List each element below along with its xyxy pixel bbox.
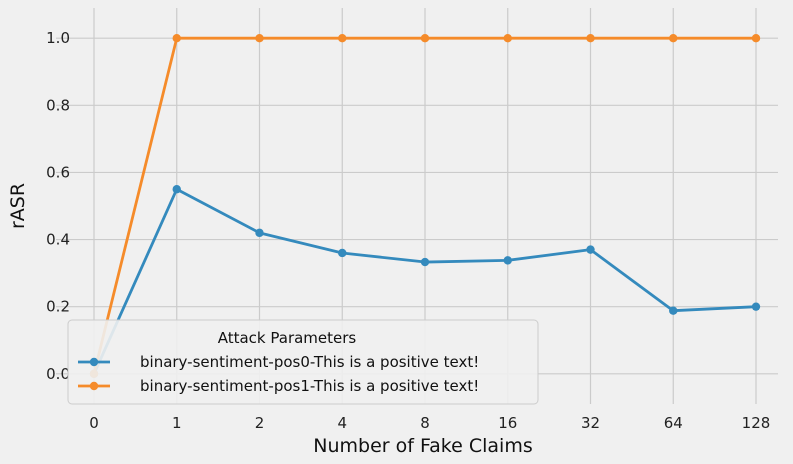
x-tick-label: 8 [420, 414, 430, 432]
data-point [586, 34, 595, 43]
data-point [255, 34, 264, 43]
y-axis-title: rASR [7, 183, 29, 229]
data-point [503, 256, 512, 265]
y-tick-label: 0.6 [46, 163, 70, 181]
legend-label: binary-sentiment-pos1-This is a positive… [140, 377, 479, 395]
y-tick-label: 0.8 [46, 96, 70, 114]
data-point [751, 302, 761, 311]
legend-item: binary-sentiment-pos1-This is a positive… [78, 377, 479, 395]
x-axis-title: Number of Fake Claims [313, 435, 532, 457]
x-tick-label: 1 [172, 414, 182, 432]
data-point [503, 34, 512, 43]
data-point [669, 34, 678, 43]
data-point [586, 245, 595, 254]
y-tick-label: 0.0 [46, 365, 70, 383]
x-tick-label: 4 [337, 414, 347, 432]
series-0 [89, 185, 761, 378]
data-point [172, 185, 181, 194]
legend-items: binary-sentiment-pos0-This is a positive… [78, 353, 479, 395]
series-1 [89, 34, 761, 378]
x-tick-label: 2 [255, 414, 265, 432]
y-tick-label: 0.4 [46, 231, 70, 249]
data-point [751, 34, 761, 43]
data-point [420, 34, 430, 43]
legend-item: binary-sentiment-pos0-This is a positive… [78, 353, 479, 371]
legend: Attack Parameters binary-sentiment-pos0-… [67, 319, 539, 405]
x-tick-label: 128 [742, 414, 771, 432]
x-tick-label: 16 [498, 414, 517, 432]
data-point [172, 34, 181, 43]
data-point [420, 257, 430, 267]
x-tick-label: 32 [581, 414, 600, 432]
legend-label: binary-sentiment-pos0-This is a positive… [140, 353, 479, 371]
data-point [255, 228, 264, 238]
legend-title: Attack Parameters [218, 329, 357, 347]
legend-box [67, 319, 539, 405]
x-tick-label: 0 [89, 414, 99, 432]
y-tick-label: 0.2 [46, 298, 70, 316]
data-point [338, 34, 347, 43]
data-point [669, 306, 678, 315]
legend-marker [89, 357, 99, 367]
x-axis-ticks: 0 1 2 4 8 16 32 64 128 [89, 414, 770, 432]
legend-marker [89, 381, 99, 391]
series-layer [89, 34, 761, 378]
y-axis-ticks: 0.0 0.2 0.4 0.6 0.8 1.0 [46, 29, 70, 383]
x-tick-label: 64 [664, 414, 683, 432]
y-tick-label: 1.0 [46, 29, 70, 47]
data-point [338, 248, 347, 258]
